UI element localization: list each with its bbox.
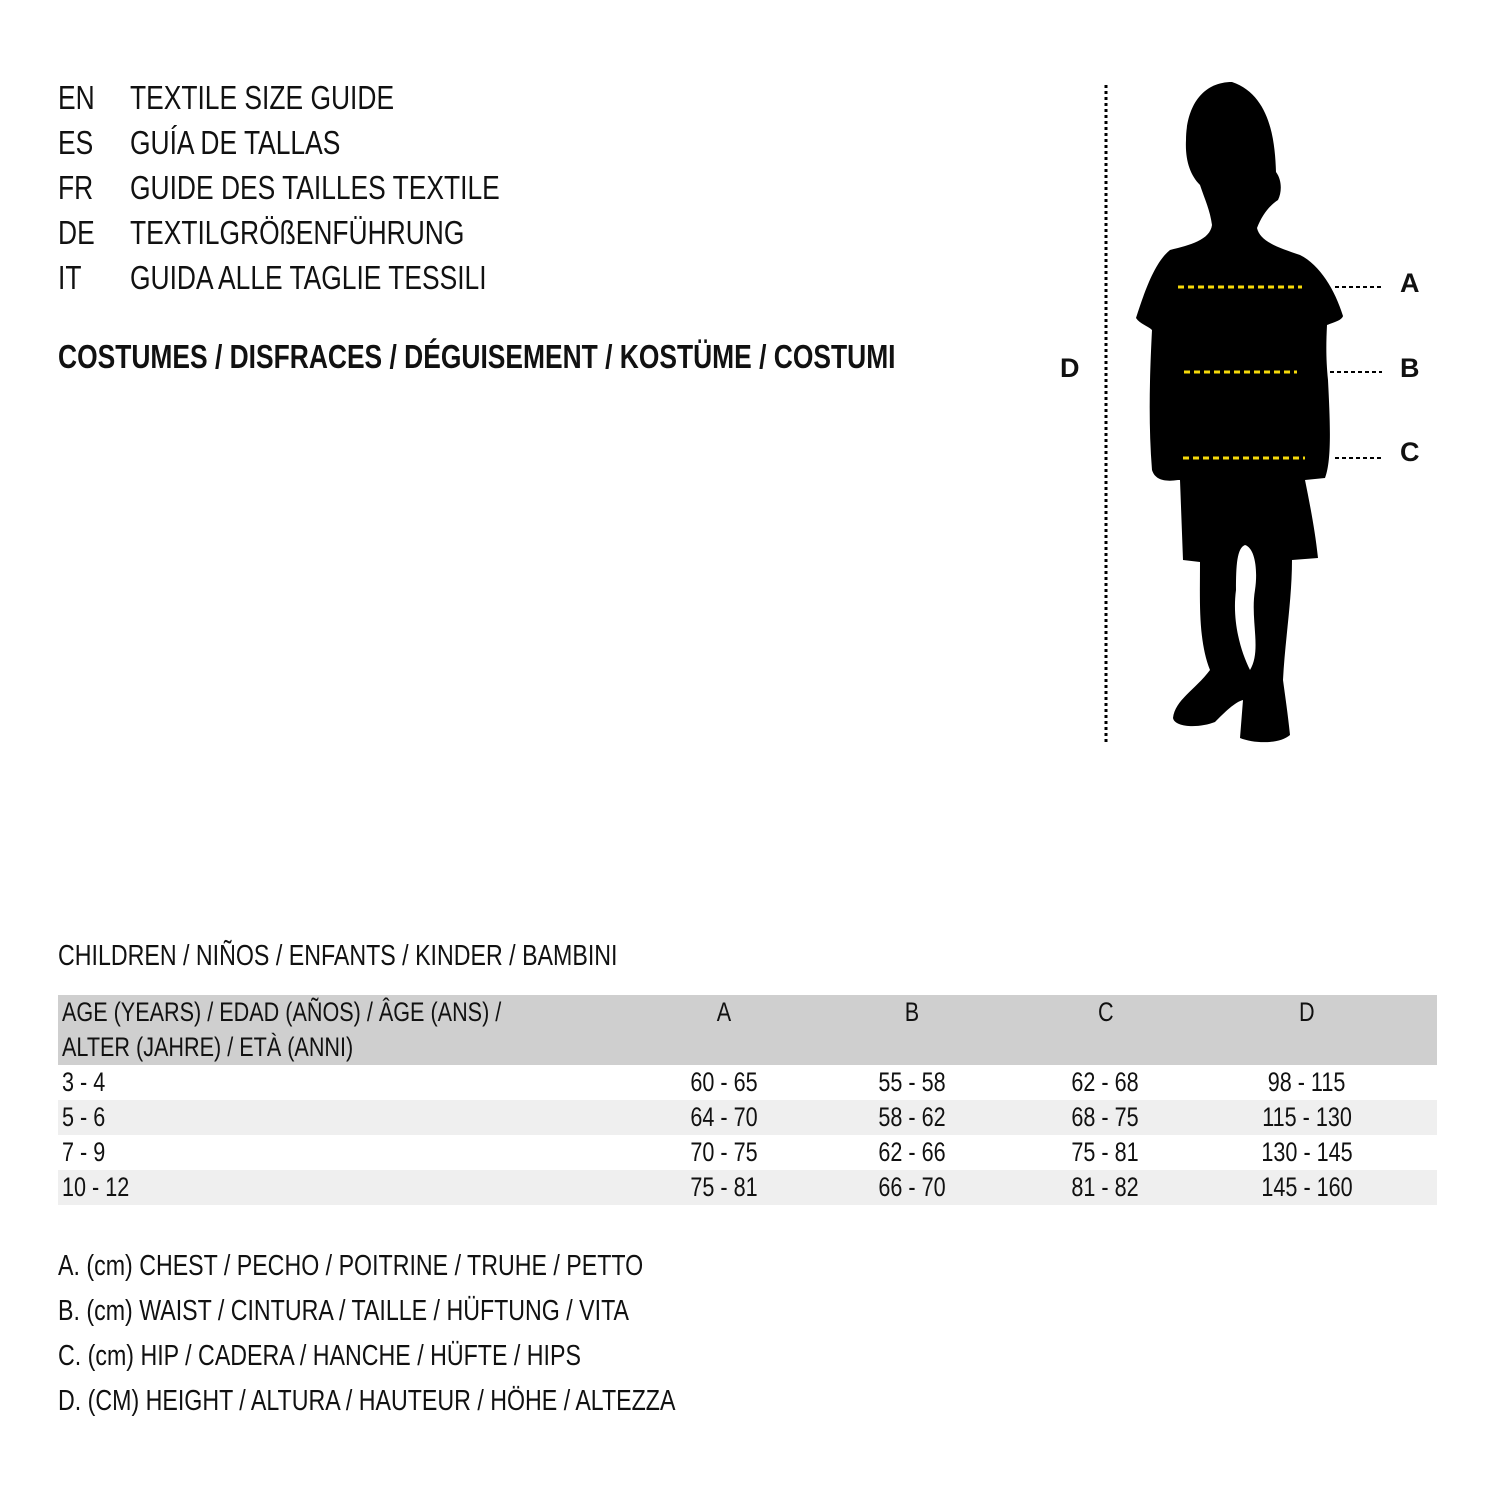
title-de: TEXTILGRÖßENFÜHRUNG	[130, 214, 465, 251]
cell-b: 62 - 66	[878, 1137, 947, 1167]
size-table: AGE (YEARS) / EDAD (AÑOS) / ÂGE (ANS) / A…	[58, 995, 1437, 1205]
age-cell: 10 - 12	[58, 1170, 658, 1205]
category-heading: COSTUMES / DISFRACES / DÉGUISEMENT / KOS…	[58, 338, 896, 375]
cell-a: 75 - 81	[658, 1170, 791, 1205]
age-cell: 5 - 6	[58, 1100, 658, 1135]
cell-d: 115 - 130	[1177, 1100, 1437, 1135]
cell-b: 58 - 62	[791, 1100, 1034, 1135]
table-row: 10 - 12 75 - 81 66 - 70 81 - 82 145 - 16…	[58, 1170, 1437, 1205]
lang-code-es: ES	[58, 124, 94, 161]
label-b: B	[1400, 353, 1420, 383]
child-silhouette	[1136, 82, 1343, 743]
col-header-c: C	[1034, 995, 1177, 1065]
table-header-row: AGE (YEARS) / EDAD (AÑOS) / ÂGE (ANS) / A…	[58, 995, 1437, 1065]
label-d: D	[1060, 353, 1080, 383]
cell-d: 130 - 145	[1261, 1137, 1353, 1167]
legend-item-d: D. (CM) HEIGHT / ALTURA / HAUTEUR / HÖHE…	[58, 1385, 676, 1417]
col-header-b: B	[791, 995, 1034, 1065]
legend-item-a: A. (cm) CHEST / PECHO / POITRINE / TRUHE…	[58, 1250, 644, 1282]
age-cell: 7 - 9	[62, 1137, 106, 1167]
table-row: 3 - 4 60 - 65 55 - 58 62 - 68 98 - 115	[58, 1065, 1437, 1100]
title-it: GUIDA ALLE TAGLIE TESSILI	[130, 259, 487, 296]
cell-b: 66 - 70	[791, 1170, 1034, 1205]
cell-c: 62 - 68	[1071, 1067, 1140, 1097]
table-row: 5 - 6 64 - 70 58 - 62 68 - 75 115 - 130	[58, 1100, 1437, 1135]
cell-a: 70 - 75	[690, 1137, 759, 1167]
child-silhouette-figure	[1104, 82, 1382, 743]
cell-b: 55 - 58	[878, 1067, 947, 1097]
cell-a: 64 - 70	[658, 1100, 791, 1135]
cell-a: 60 - 65	[690, 1067, 759, 1097]
label-c: C	[1400, 437, 1420, 467]
title-es: GUÍA DE TALLAS	[130, 124, 341, 161]
lang-code-de: DE	[58, 214, 95, 251]
cell-c: 81 - 82	[1034, 1170, 1177, 1205]
label-a: A	[1400, 268, 1420, 298]
cell-c: 75 - 81	[1071, 1137, 1140, 1167]
title-fr: GUIDE DES TAILLES TEXTILE	[130, 169, 500, 206]
table-row: 7 - 9 70 - 75 62 - 66 75 - 81 130 - 145	[58, 1135, 1437, 1170]
legend-item-b: B. (cm) WAIST / CINTURA / TAILLE / HÜFTU…	[58, 1295, 630, 1327]
leg-gap	[1234, 545, 1257, 670]
lang-code-it: IT	[58, 259, 82, 296]
col-header-a: A	[658, 995, 791, 1065]
lang-code-fr: FR	[58, 169, 94, 206]
age-cell: 3 - 4	[62, 1067, 106, 1097]
lang-code-en: EN	[58, 79, 95, 116]
col-header-d: D	[1177, 995, 1437, 1065]
cell-d: 145 - 160	[1177, 1170, 1437, 1205]
title-en: TEXTILE SIZE GUIDE	[130, 79, 395, 116]
legend-item-c: C. (cm) HIP / CADERA / HANCHE / HÜFTE / …	[58, 1340, 581, 1372]
cell-d: 98 - 115	[1268, 1067, 1346, 1097]
cell-c: 68 - 75	[1034, 1100, 1177, 1135]
age-header: AGE (YEARS) / EDAD (AÑOS) / ÂGE (ANS) / A…	[58, 995, 658, 1065]
table-caption: CHILDREN / NIÑOS / ENFANTS / KINDER / BA…	[58, 940, 618, 972]
